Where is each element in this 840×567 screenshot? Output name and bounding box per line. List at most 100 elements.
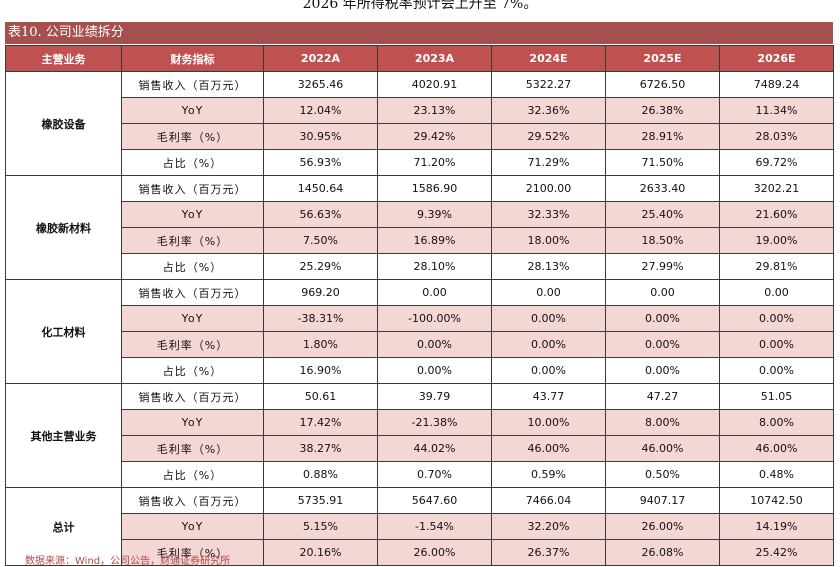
value-cell: 26.08% bbox=[605, 539, 720, 566]
value-cell: 10.00% bbox=[491, 409, 606, 436]
value-cell: 2100.00 bbox=[491, 175, 606, 202]
metric-label: 占比（%） bbox=[121, 253, 264, 280]
source-note: 数据来源：Wind，公司公告，财通证券研究所 bbox=[25, 556, 231, 567]
value-cell: 29.52% bbox=[491, 123, 606, 150]
value-cell: 43.77 bbox=[491, 383, 606, 410]
value-cell: 25.42% bbox=[719, 539, 834, 566]
value-cell: 0.00% bbox=[605, 331, 720, 358]
metric-label: 占比（%） bbox=[121, 149, 264, 176]
metric-label: 毛利率（%） bbox=[121, 123, 264, 150]
value-cell: 0.00 bbox=[605, 279, 720, 306]
value-cell: 27.99% bbox=[605, 253, 720, 280]
header-row: 主营业务 财务指标 2022A 2023A 2024E 2025E 2026E bbox=[5, 45, 834, 72]
metric-label: 销售收入（百万元） bbox=[121, 279, 264, 306]
value-cell: 71.50% bbox=[605, 149, 720, 176]
value-cell: 23.13% bbox=[377, 97, 492, 124]
metric-label: 销售收入（百万元） bbox=[121, 71, 264, 98]
value-cell: 5647.60 bbox=[377, 487, 492, 514]
value-cell: 56.93% bbox=[263, 149, 378, 176]
value-cell: -100.00% bbox=[377, 305, 492, 332]
value-cell: 10742.50 bbox=[719, 487, 834, 514]
value-cell: 39.79 bbox=[377, 383, 492, 410]
value-cell: 26.00% bbox=[377, 539, 492, 566]
value-cell: 29.42% bbox=[377, 123, 492, 150]
table-row: 其他主营业务 销售收入（百万元） 50.61 39.79 43.77 47.27 51.05 bbox=[5, 383, 834, 488]
value-cell: 46.00% bbox=[719, 435, 834, 462]
value-cell: 6726.50 bbox=[605, 71, 720, 98]
value-cell: 0.00% bbox=[377, 331, 492, 358]
value-cell: 0.00% bbox=[719, 331, 834, 358]
table-row: YoY -38.31% -100.00% 0.00% 0.00% 0.00% bbox=[6, 305, 834, 332]
segment-name: 化工材料 bbox=[5, 279, 122, 384]
header-2023a: 2023A bbox=[377, 45, 492, 72]
value-cell: 50.61 bbox=[263, 383, 378, 410]
table-row: 毛利率（%） 1.80% 0.00% 0.00% 0.00% 0.00% bbox=[6, 331, 834, 358]
metric-label: 销售收入（百万元） bbox=[121, 487, 264, 514]
metric-label: 销售收入（百万元） bbox=[121, 175, 264, 202]
value-cell: 969.20 bbox=[263, 279, 378, 306]
header-2026e: 2026E bbox=[719, 45, 834, 72]
value-cell: 16.89% bbox=[377, 227, 492, 254]
metric-label: 销售收入（百万元） bbox=[121, 383, 264, 410]
value-cell: 56.63% bbox=[263, 201, 378, 228]
value-cell: 8.00% bbox=[605, 409, 720, 436]
value-cell: 7466.04 bbox=[491, 487, 606, 514]
table-body: 橡胶设备 销售收入（百万元） 3265.46 4020.91 5322.27 6726.5… bbox=[5, 71, 834, 566]
metric-label: 占比（%） bbox=[121, 461, 264, 488]
value-cell: 1.80% bbox=[263, 331, 378, 358]
value-cell: 32.20% bbox=[491, 513, 606, 540]
value-cell: 4020.91 bbox=[377, 71, 492, 98]
value-cell: 18.50% bbox=[605, 227, 720, 254]
table-row: 毛利率（%） 7.50% 16.89% 18.00% 18.50% 19.00% bbox=[6, 227, 834, 254]
header-2022a: 2022A bbox=[263, 45, 378, 72]
value-cell: 0.48% bbox=[719, 461, 834, 488]
metric-label: YoY bbox=[121, 97, 264, 124]
value-cell: 21.60% bbox=[719, 201, 834, 228]
value-cell: 20.16% bbox=[263, 539, 378, 566]
value-cell: 0.00% bbox=[719, 357, 834, 384]
value-cell: 28.03% bbox=[719, 123, 834, 150]
value-cell: 0.00% bbox=[491, 305, 606, 332]
value-cell: 0.00% bbox=[491, 357, 606, 384]
metric-label: YoY bbox=[121, 201, 264, 228]
value-cell: 11.34% bbox=[719, 97, 834, 124]
value-cell: 1450.64 bbox=[263, 175, 378, 202]
value-cell: 32.36% bbox=[491, 97, 606, 124]
value-cell: 19.00% bbox=[719, 227, 834, 254]
value-cell: 17.42% bbox=[263, 409, 378, 436]
value-cell: 0.00% bbox=[377, 357, 492, 384]
value-cell: 0.00 bbox=[377, 279, 492, 306]
value-cell: 3202.21 bbox=[719, 175, 834, 202]
table-row: 橡胶新材料 销售收入（百万元） 1450.64 1586.90 2100.00 2633.… bbox=[5, 175, 834, 280]
value-cell: 38.27% bbox=[263, 435, 378, 462]
value-cell: 0.00 bbox=[719, 279, 834, 306]
metric-label: 毛利率（%） bbox=[121, 227, 264, 254]
value-cell: 46.00% bbox=[605, 435, 720, 462]
value-cell: 5322.27 bbox=[491, 71, 606, 98]
value-cell: 8.00% bbox=[719, 409, 834, 436]
value-cell: 71.20% bbox=[377, 149, 492, 176]
segment-name: 总计 bbox=[5, 487, 122, 566]
table-row: 占比（%） 25.29% 28.10% 28.13% 27.99% 29.81% bbox=[6, 253, 834, 280]
table-row: YoY 12.04% 23.13% 32.36% 26.38% 11.34% bbox=[6, 97, 834, 124]
table-title: 表10. 公司业绩拆分 bbox=[5, 22, 833, 44]
value-cell: 0.70% bbox=[377, 461, 492, 488]
segment-name: 其他主营业务 bbox=[5, 383, 122, 488]
header-metric: 财务指标 bbox=[121, 45, 264, 72]
value-cell: 47.27 bbox=[605, 383, 720, 410]
table-row: 总计 销售收入（百万元） 5735.91 5647.60 7466.04 9407.17 1… bbox=[5, 487, 834, 566]
value-cell: 18.00% bbox=[491, 227, 606, 254]
intro-text: 2026 年所得税率预计会上升至 7%。 bbox=[302, 0, 538, 12]
metric-label: YoY bbox=[121, 409, 264, 436]
value-cell: 0.00% bbox=[719, 305, 834, 332]
table-row: YoY 17.42% -21.38% 10.00% 8.00% 8.00% bbox=[6, 409, 834, 436]
table-row: 橡胶设备 销售收入（百万元） 3265.46 4020.91 5322.27 6726.5… bbox=[5, 71, 834, 176]
value-cell: 69.72% bbox=[719, 149, 834, 176]
table-row: 毛利率（%） 38.27% 44.02% 46.00% 46.00% 46.00% bbox=[6, 435, 834, 462]
value-cell: 28.10% bbox=[377, 253, 492, 280]
value-cell: 0.00% bbox=[491, 331, 606, 358]
value-cell: 25.29% bbox=[263, 253, 378, 280]
value-cell: 26.38% bbox=[605, 97, 720, 124]
value-cell: 0.50% bbox=[605, 461, 720, 488]
table-row: 毛利率（%） 20.16% 26.00% 26.37% 26.08% 25.42% bbox=[6, 539, 834, 566]
